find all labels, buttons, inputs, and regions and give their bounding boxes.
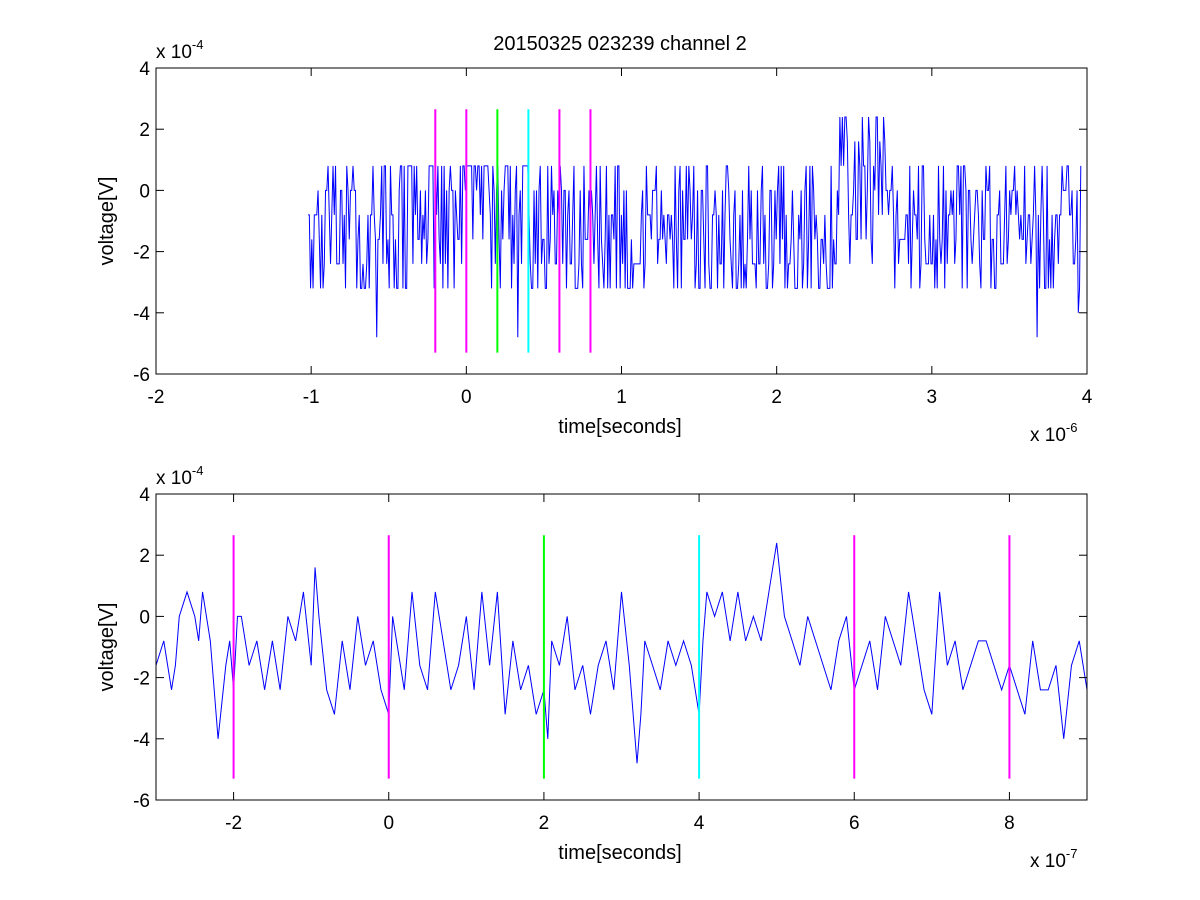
top-plot-series-line [308, 116, 1082, 338]
top-plot-xtick-label: 0 [461, 387, 472, 408]
bottom-plot-xtick-label: 6 [849, 813, 860, 834]
top-plot-ytick-label: -2 [133, 243, 150, 264]
bottom-plot-xtick-label: -2 [225, 813, 242, 834]
top-plot-ytick-label: 0 [139, 181, 150, 202]
top-plot-xtick-label: 3 [927, 387, 938, 408]
top-plot-xtick-label: 4 [1082, 387, 1093, 408]
bottom-plot-ytick-label: -4 [133, 730, 150, 751]
bottom-plot-x-multiplier: x 10-7 [1030, 846, 1077, 872]
top-plot-ytick-label: 4 [139, 59, 150, 80]
top-plot-xlabel: time[seconds] [558, 416, 681, 438]
top-plot-ytick-label: -6 [133, 365, 150, 386]
top-plot: -2 -1 0 1 2 3 4 -6 -4 -2 0 2 4 time[seconds] voltage… [96, 37, 1093, 446]
top-plot-xtick-label: 1 [616, 387, 627, 408]
bottom-plot: -2 0 2 4 6 8 -6 -4 -2 0 2 4 time[seconds] voltage[V… [96, 463, 1088, 872]
top-plot-x-multiplier: x 10-6 [1030, 420, 1077, 446]
bottom-plot-xtick-label: 0 [383, 813, 394, 834]
top-plot-ytick-label: 2 [139, 120, 150, 141]
chart-title: 20150325 023239 channel 2 [493, 33, 747, 55]
top-plot-xtick-label: 2 [771, 387, 782, 408]
top-plot-xtick-label: -2 [148, 387, 165, 408]
top-plot-data [308, 109, 1082, 353]
bottom-plot-frame [155, 493, 1088, 801]
bottom-plot-xtick-label: 4 [694, 813, 705, 834]
bottom-plot-ytick-label: -2 [133, 669, 150, 690]
bottom-plot-ytick-label: 4 [139, 485, 150, 506]
bottom-plot-y-multiplier: x 10-4 [156, 463, 203, 489]
top-plot-ticks: -2 -1 0 1 2 3 4 -6 -4 -2 0 2 4 [133, 59, 1093, 408]
bottom-plot-xlabel: time[seconds] [558, 842, 681, 864]
bottom-plot-ticks: -2 0 2 4 6 8 -6 -4 -2 0 2 4 [133, 485, 1087, 834]
bottom-plot-ytick-label: 2 [139, 546, 150, 567]
top-plot-ylabel: voltage[V] [96, 177, 118, 266]
bottom-plot-ylabel: voltage[V] [96, 603, 118, 692]
bottom-plot-series-line [155, 542, 1088, 764]
top-plot-y-multiplier: x 10-4 [156, 37, 203, 63]
top-plot-ytick-label: -4 [133, 304, 150, 325]
bottom-plot-ytick-label: -6 [133, 791, 150, 812]
bottom-plot-ytick-label: 0 [139, 607, 150, 628]
bottom-plot-data [155, 535, 1088, 779]
bottom-plot-xtick-label: 2 [539, 813, 550, 834]
bottom-plot-xtick-label: 8 [1004, 813, 1015, 834]
top-plot-xtick-label: -1 [303, 387, 320, 408]
